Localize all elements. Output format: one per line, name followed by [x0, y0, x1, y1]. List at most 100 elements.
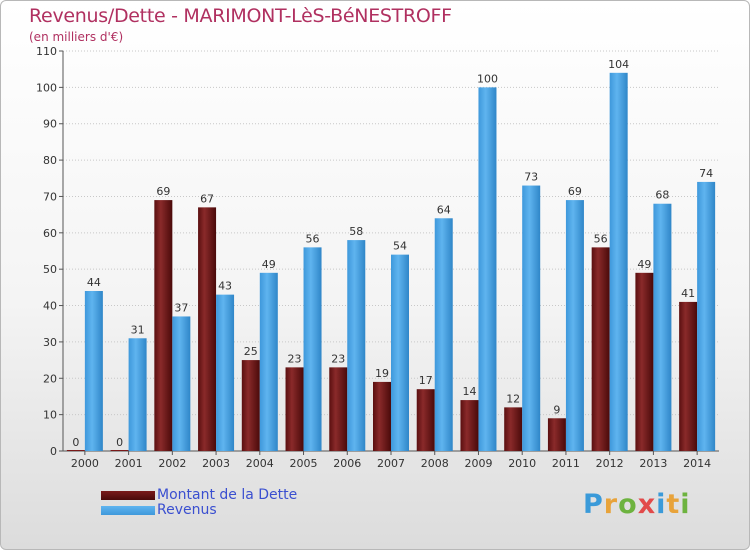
- x-tick-label: 2006: [333, 457, 361, 470]
- bar-dette: [241, 360, 260, 451]
- x-tick-label: 2008: [421, 457, 449, 470]
- bar-revenus: [478, 87, 497, 451]
- y-tick-label: 20: [43, 372, 57, 385]
- data-label-revenus: 73: [524, 171, 538, 184]
- y-tick-label: 30: [43, 336, 57, 349]
- data-label-revenus: 56: [306, 232, 320, 245]
- bar-revenus: [391, 254, 409, 451]
- bar-dette: [198, 207, 217, 451]
- data-label-dette: 25: [244, 345, 258, 358]
- data-label-revenus: 64: [437, 203, 451, 216]
- y-tick-label: 10: [43, 409, 57, 422]
- data-label-dette: 0: [72, 436, 79, 449]
- data-label-dette: 56: [594, 232, 608, 245]
- data-label-revenus: 43: [218, 280, 232, 293]
- bar-revenus: [259, 272, 278, 451]
- logo-letter: t: [666, 489, 681, 520]
- bar-revenus: [216, 294, 235, 451]
- bars: [66, 72, 716, 452]
- x-tick-label: 2009: [464, 457, 492, 470]
- x-tick-label: 2011: [552, 457, 580, 470]
- x-tick-label: 2007: [377, 457, 405, 470]
- bar-dette: [679, 301, 698, 451]
- data-label-revenus: 37: [174, 301, 188, 314]
- data-label-revenus: 68: [655, 189, 669, 202]
- x-tick-label: 2010: [508, 457, 536, 470]
- bar-revenus: [653, 203, 672, 451]
- logo-letter: r: [603, 489, 619, 520]
- x-tick-label: 2002: [158, 457, 186, 470]
- bar-revenus: [609, 72, 628, 452]
- logo-letter: i: [680, 489, 691, 520]
- data-label-dette: 17: [419, 374, 433, 387]
- bar-revenus: [172, 316, 191, 451]
- data-label-revenus: 69: [568, 185, 582, 198]
- y-tick-label: 100: [36, 81, 57, 94]
- data-label-revenus: 100: [477, 72, 498, 85]
- data-label-dette: 23: [331, 352, 345, 365]
- logo-letter: x: [637, 489, 657, 520]
- x-tick-label: 2005: [290, 457, 318, 470]
- x-tick-label: 2000: [71, 457, 99, 470]
- data-label-revenus: 104: [608, 58, 629, 71]
- legend-swatch-revenus: [101, 505, 155, 515]
- bar-revenus: [84, 291, 103, 451]
- bar-dette: [591, 247, 610, 451]
- data-label-revenus: 54: [393, 240, 407, 253]
- bar-dette: [635, 272, 654, 451]
- proxiti-logo: Proxiti: [583, 489, 691, 520]
- y-tick-label: 80: [43, 154, 57, 167]
- logo-letter: P: [583, 489, 604, 520]
- bar-dette: [547, 418, 566, 451]
- data-label-dette: 0: [116, 436, 123, 449]
- data-label-dette: 49: [637, 258, 651, 271]
- y-tick-label: 60: [43, 227, 57, 240]
- bar-dette: [329, 367, 348, 451]
- bar-dette: [416, 389, 435, 451]
- chart-title: Revenus/Dette - MARIMONT-LèS-BéNESTROFF: [29, 5, 452, 27]
- chart-subtitle: (en milliers d'€): [29, 30, 124, 44]
- x-tick-label: 2012: [596, 457, 624, 470]
- data-label-revenus: 31: [131, 323, 145, 336]
- legend-swatch-dette: [101, 490, 155, 500]
- data-label-revenus: 44: [87, 276, 101, 289]
- data-label-dette: 69: [156, 185, 170, 198]
- bar-dette: [504, 407, 523, 451]
- y-tick-label: 40: [43, 300, 57, 313]
- legend-label-dette: Montant de la Dette: [157, 487, 298, 503]
- bar-revenus: [434, 218, 453, 451]
- y-tick-label: 110: [36, 45, 57, 58]
- data-label-dette: 12: [506, 392, 520, 405]
- logo-letter: i: [656, 489, 667, 520]
- bar-dette: [154, 200, 173, 451]
- bar-revenus: [303, 247, 322, 451]
- bar-dette: [460, 400, 479, 451]
- y-tick-label: 50: [43, 263, 57, 276]
- data-labels: 0 44 0 31 69 37 67 43 25 49 23 56 23 58 19 54 17 64 14 100 1…: [72, 58, 713, 449]
- bar-dette: [66, 450, 85, 451]
- bar-dette: [373, 381, 391, 451]
- data-label-dette: 67: [200, 192, 214, 205]
- bar-revenus: [697, 181, 716, 451]
- x-tick-label: 2014: [683, 457, 711, 470]
- data-label-dette: 19: [375, 367, 389, 380]
- bar-dette: [110, 450, 129, 451]
- bar-revenus: [565, 200, 584, 451]
- bar-revenus: [522, 185, 541, 451]
- x-tick-label: 2001: [115, 457, 143, 470]
- bar-revenus: [128, 338, 147, 451]
- y-tick-label: 90: [43, 118, 57, 131]
- data-label-dette: 14: [462, 385, 476, 398]
- x-tick-label: 2004: [246, 457, 274, 470]
- legend-label-revenus: Revenus: [157, 502, 217, 518]
- y-tick-label: 70: [43, 190, 57, 203]
- bar-revenus: [347, 240, 366, 451]
- x-tick-label: 2013: [639, 457, 667, 470]
- data-label-dette: 9: [553, 403, 560, 416]
- y-tick-label: 0: [50, 445, 57, 458]
- x-tick-label: 2003: [202, 457, 230, 470]
- data-label-revenus: 49: [262, 258, 276, 271]
- bar-dette: [285, 367, 304, 451]
